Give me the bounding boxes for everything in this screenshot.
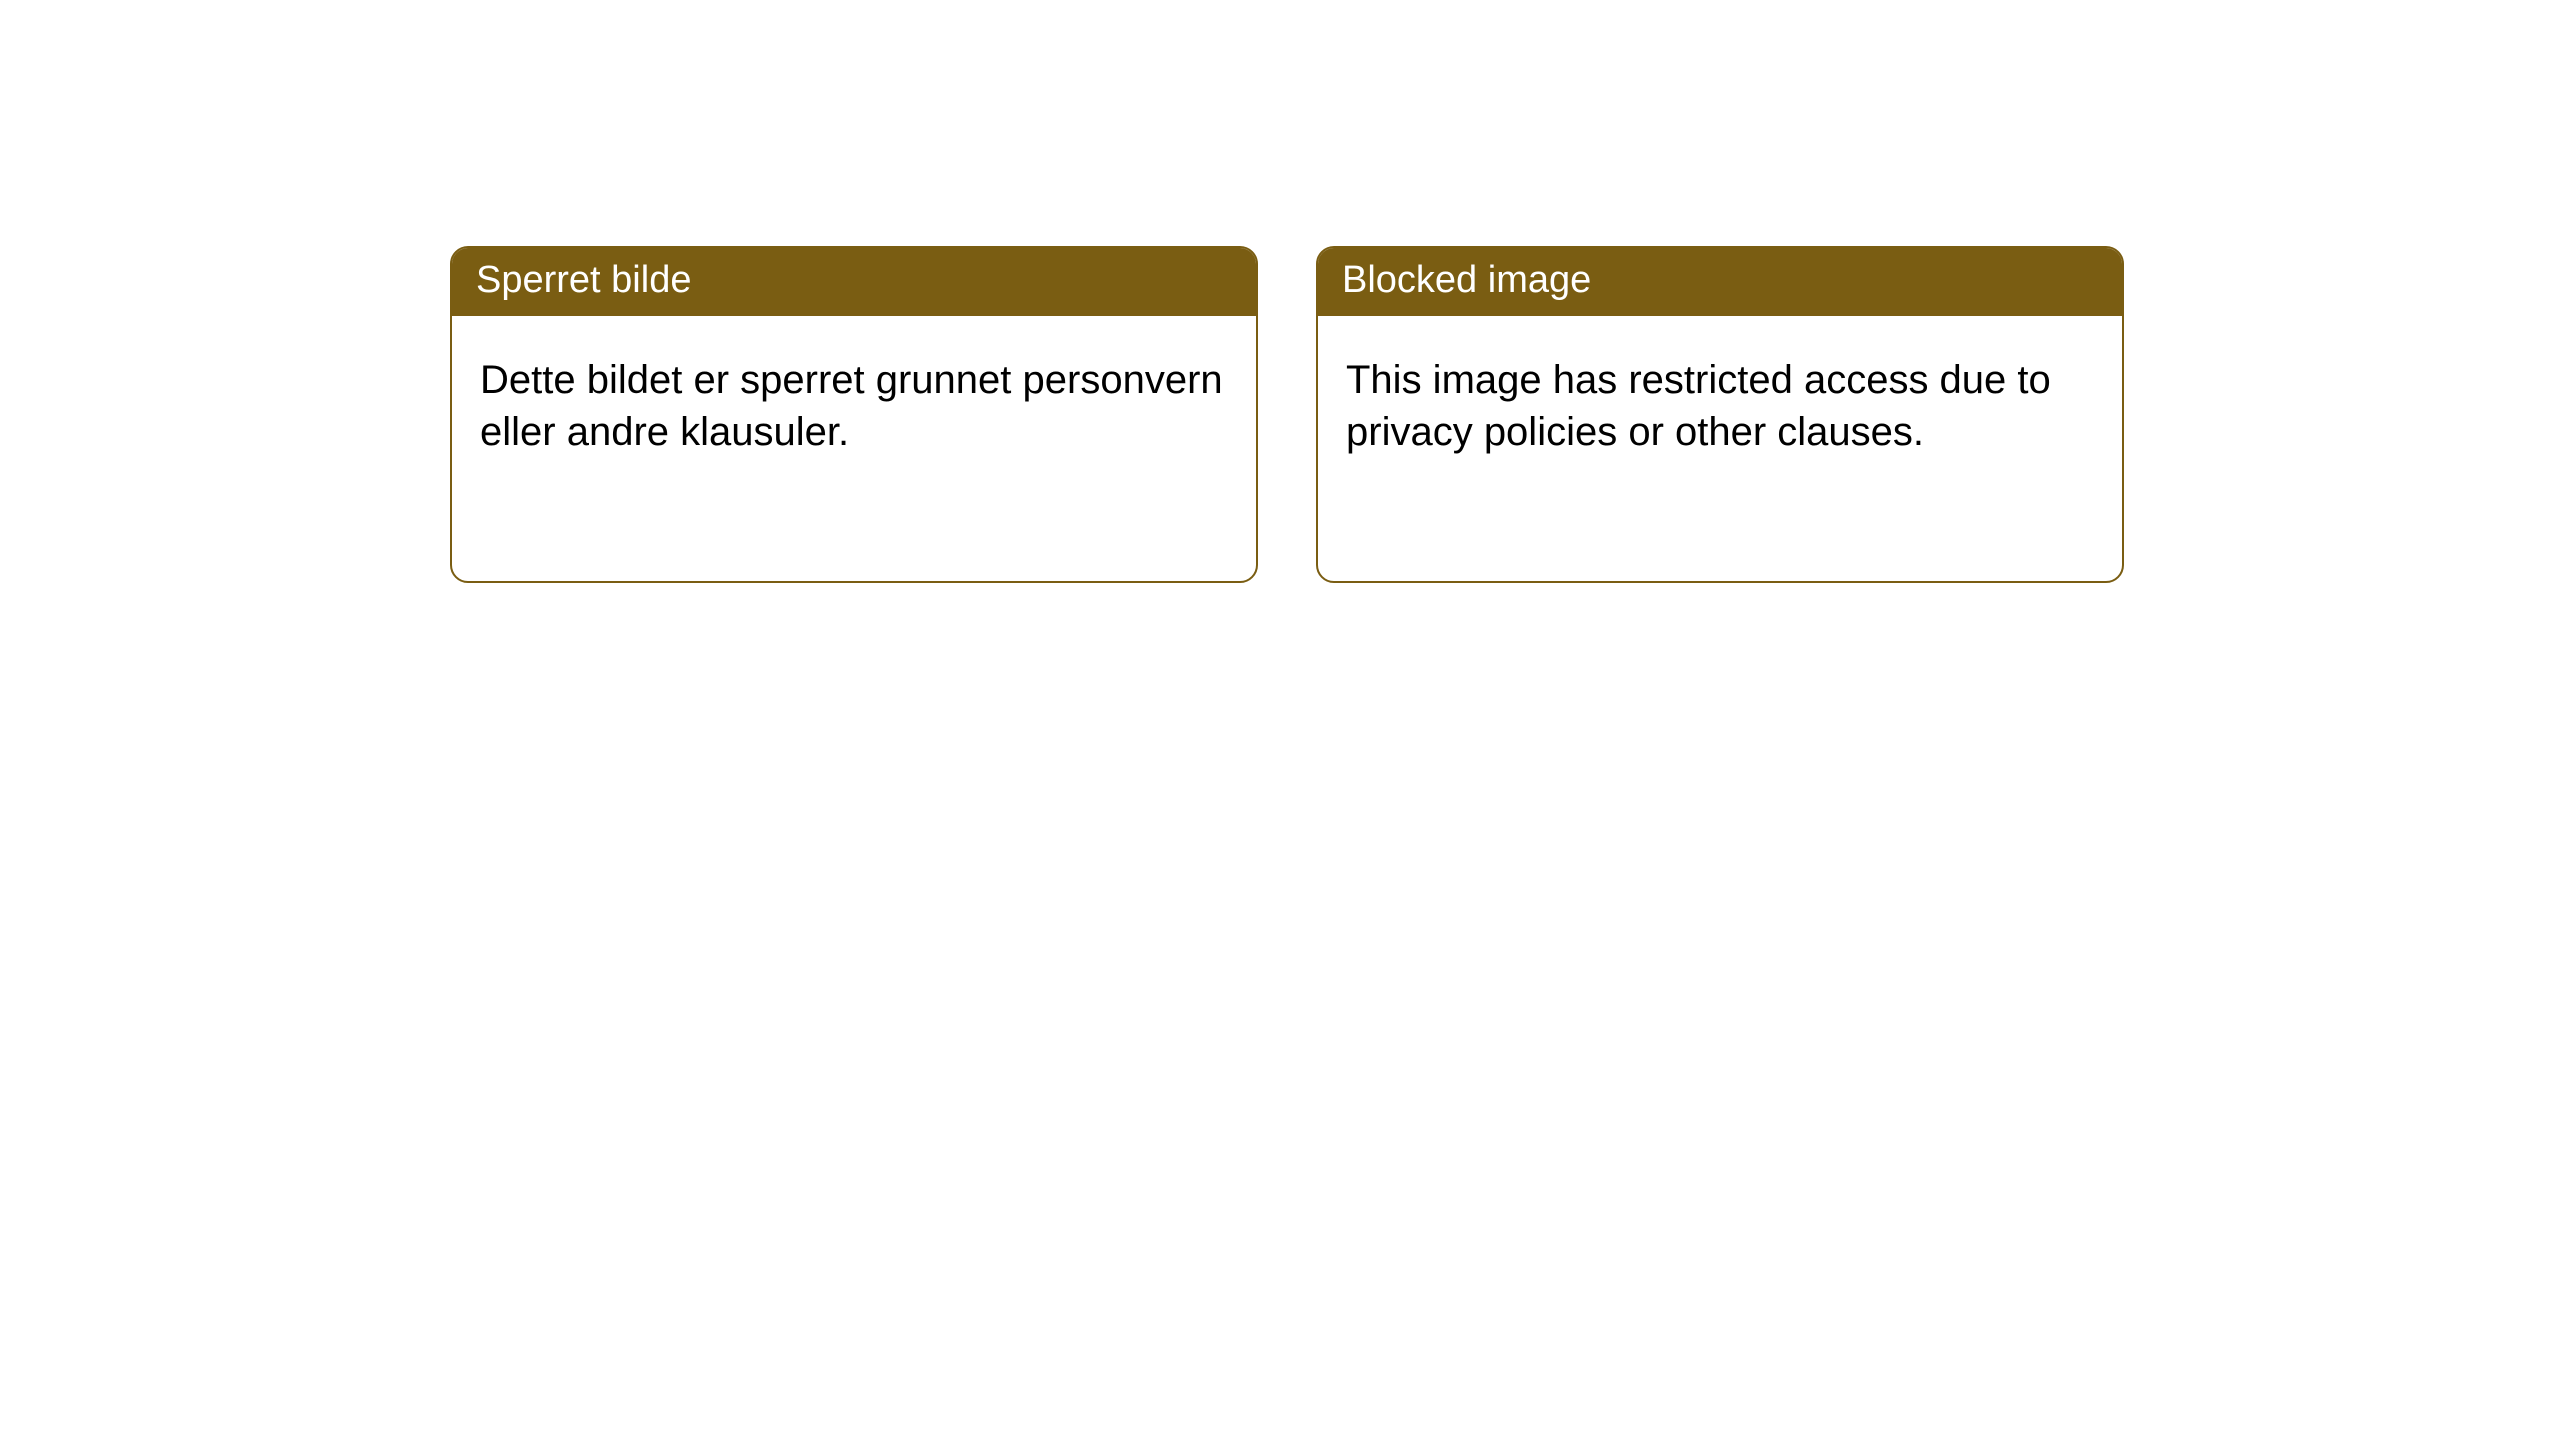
notice-header: Sperret bilde xyxy=(452,248,1256,316)
notice-body: This image has restricted access due to … xyxy=(1318,316,2122,496)
notice-card-english: Blocked image This image has restricted … xyxy=(1316,246,2124,583)
notice-container: Sperret bilde Dette bildet er sperret gr… xyxy=(0,0,2560,583)
notice-body: Dette bildet er sperret grunnet personve… xyxy=(452,316,1256,496)
notice-card-norwegian: Sperret bilde Dette bildet er sperret gr… xyxy=(450,246,1258,583)
notice-header: Blocked image xyxy=(1318,248,2122,316)
